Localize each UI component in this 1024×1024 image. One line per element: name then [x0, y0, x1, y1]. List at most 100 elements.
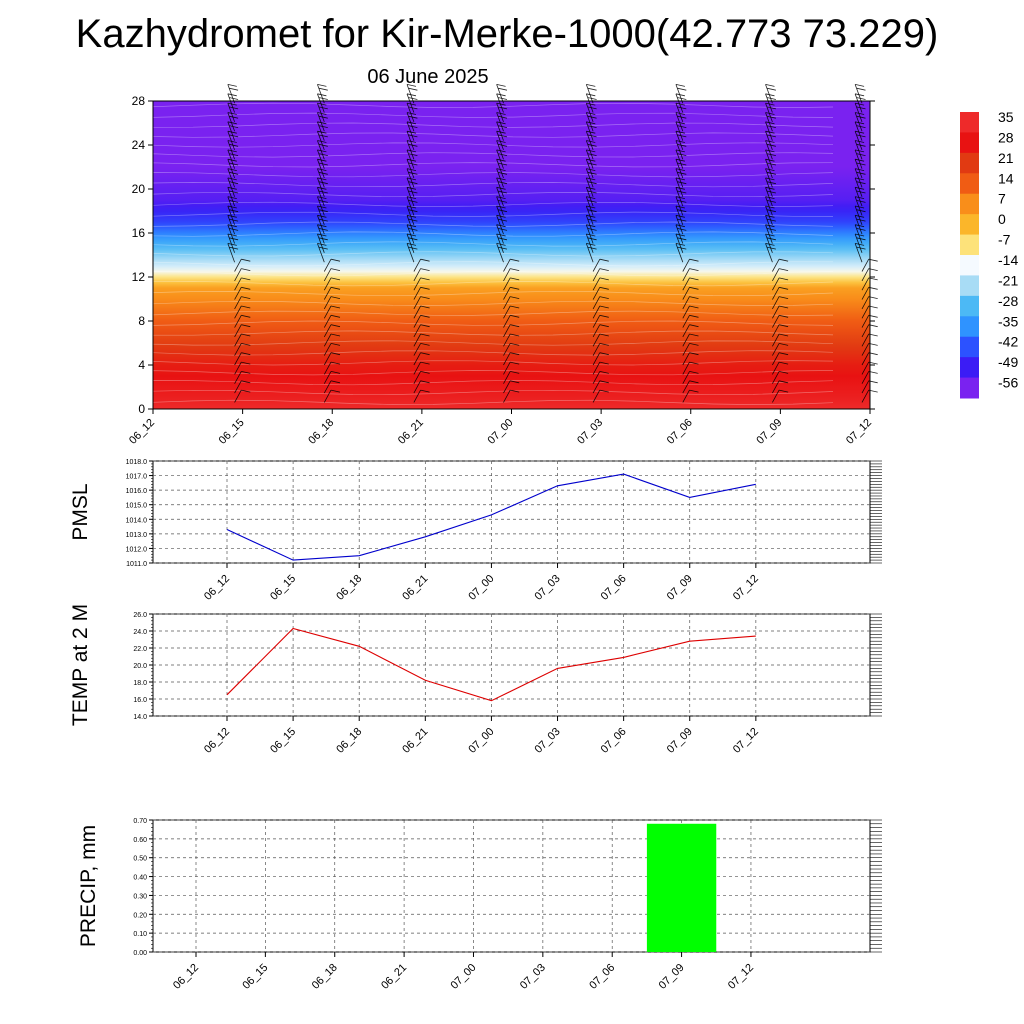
x-tick-label: 07_09 [754, 417, 784, 447]
y-tick-label: 24 [132, 138, 146, 152]
x-tick-label: 07_00 [466, 726, 496, 756]
x-tick-label: 06_18 [310, 962, 340, 992]
x-tick-label: 06_21 [379, 962, 409, 992]
y-tick-label: 12 [132, 270, 146, 284]
x-tick-label: 07_09 [657, 962, 687, 992]
y-tick-label: 1012.0 [126, 546, 148, 553]
y-tick-label: 20.0 [133, 663, 147, 670]
x-tick-label: 07_12 [844, 417, 874, 447]
x-tick-label: 06_15 [268, 726, 298, 756]
y-tick-label: 1016.0 [126, 488, 148, 495]
y-tick-label: 0 [138, 402, 145, 416]
x-tick-label: 07_12 [726, 962, 756, 992]
x-tick-label: 06_21 [396, 417, 426, 447]
x-tick-label: 07_03 [575, 417, 605, 447]
y-tick-label: 1013.0 [126, 532, 148, 539]
panel-frame [152, 819, 871, 953]
y-axis-label: PMSL [69, 483, 92, 540]
colorbar-segment [960, 234, 979, 256]
colorbar-segment [960, 316, 979, 338]
x-tick-label: 07_00 [486, 417, 516, 447]
colorbar-label: -56 [998, 375, 1018, 391]
y-tick-label: 1018.0 [126, 459, 148, 466]
colorbar-label: -21 [998, 272, 1018, 288]
colorbar-label: 35 [998, 109, 1014, 125]
colorbar-segment [960, 193, 979, 215]
x-tick-label: 06_18 [334, 726, 364, 756]
chart-title: Kazhydromet for Kir-Merke-1000(42.773 73… [75, 12, 939, 56]
x-tick-label: 07_00 [448, 962, 478, 992]
colorbar-label: 28 [998, 129, 1014, 145]
panel-frame [152, 460, 871, 564]
colorbar-label: 14 [998, 170, 1014, 186]
y-tick-label: 1011.0 [126, 561, 147, 568]
precip-bar [646, 823, 717, 952]
y-tick-label: 26.0 [133, 612, 147, 619]
colorbar-segment [960, 152, 979, 174]
x-tick-label: 06_12 [127, 417, 157, 447]
x-tick-label: 07_12 [731, 573, 761, 603]
pmsl-panel: 1011.0 1012.0 1013.0 1014.0 1015.0 1016.0 1017… [69, 459, 882, 603]
x-tick-label: 07_00 [466, 573, 496, 603]
y-tick-label: 1017.0 [126, 474, 148, 481]
x-tick-label: 07_12 [731, 726, 761, 756]
y-tick-label: 0.20 [133, 912, 147, 919]
y-tick-label: 0.50 [133, 856, 147, 863]
y-tick-label: 18.0 [133, 680, 147, 687]
colorbar-segment [960, 295, 979, 317]
y-tick-label: 1014.0 [126, 517, 148, 524]
y-tick-label: 14.0 [133, 714, 147, 721]
colorbar-label: 21 [998, 150, 1014, 166]
y-tick-label: 0.60 [133, 837, 147, 844]
x-tick-label: 07_03 [533, 726, 563, 756]
x-tick-label: 07_06 [599, 573, 629, 603]
colorbar-segment [960, 275, 979, 297]
colorbar-segment [960, 173, 979, 195]
x-tick-label: 07_03 [533, 573, 563, 603]
colorbar-segment [960, 132, 979, 154]
y-tick-label: 22.0 [133, 646, 147, 653]
y-tick-label: 0.30 [133, 893, 147, 900]
y-tick-label: 8 [138, 314, 145, 328]
x-tick-label: 07_03 [518, 962, 548, 992]
x-tick-label: 06_12 [171, 962, 201, 992]
y-tick-label: 24.0 [133, 629, 147, 636]
colorbar-label: -49 [998, 354, 1018, 370]
chart-subtitle: 06 June 2025 [367, 66, 489, 88]
x-tick-label: 06_15 [240, 962, 270, 992]
colorbar-label: 7 [998, 191, 1006, 207]
precip-panel: 0.00 0.10 0.20 0.30 0.40 0.50 0.60 0.70 06_12 06_… [77, 818, 882, 992]
colorbar-label: -14 [998, 252, 1018, 268]
y-axis-label: PRECIP, mm [77, 825, 100, 947]
x-tick-label: 06_12 [202, 573, 232, 603]
panel-frame [152, 613, 871, 717]
y-tick-label: 16 [132, 226, 146, 240]
y-tick-label: 4 [138, 358, 145, 372]
colorbar-segment [960, 336, 979, 358]
y-tick-label: 0.10 [133, 931, 147, 938]
colorbar-segment [960, 377, 979, 399]
x-tick-label: 06_15 [217, 417, 247, 447]
x-tick-label: 07_09 [665, 726, 695, 756]
y-tick-label: 16.0 [133, 697, 147, 704]
x-tick-label: 07_09 [665, 573, 695, 603]
temperature-field [153, 101, 870, 409]
colorbar-label: -28 [998, 293, 1018, 309]
x-tick-label: 06_18 [334, 573, 364, 603]
x-tick-label: 06_12 [202, 726, 232, 756]
y-tick-label: 20 [132, 182, 146, 196]
x-tick-label: 06_21 [400, 726, 430, 756]
colorbar-segment [960, 112, 979, 133]
x-tick-label: 06_21 [400, 573, 430, 603]
y-tick-label: 28 [132, 94, 146, 108]
colorbar-segment [960, 214, 979, 236]
colorbar-segment [960, 255, 979, 276]
colorbar-label: 0 [998, 211, 1006, 227]
y-tick-label: 0.70 [133, 818, 147, 825]
x-tick-label: 07_06 [665, 417, 695, 447]
y-tick-label: 0.40 [133, 875, 147, 882]
colorbar-label: -42 [998, 334, 1018, 350]
y-axis-label: TEMP at 2 M [69, 604, 92, 726]
colorbar-label: -35 [998, 313, 1018, 329]
